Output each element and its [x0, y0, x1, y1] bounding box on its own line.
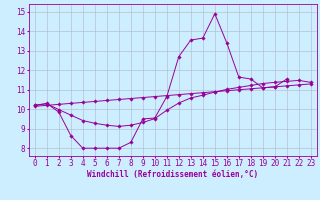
X-axis label: Windchill (Refroidissement éolien,°C): Windchill (Refroidissement éolien,°C)	[87, 170, 258, 179]
